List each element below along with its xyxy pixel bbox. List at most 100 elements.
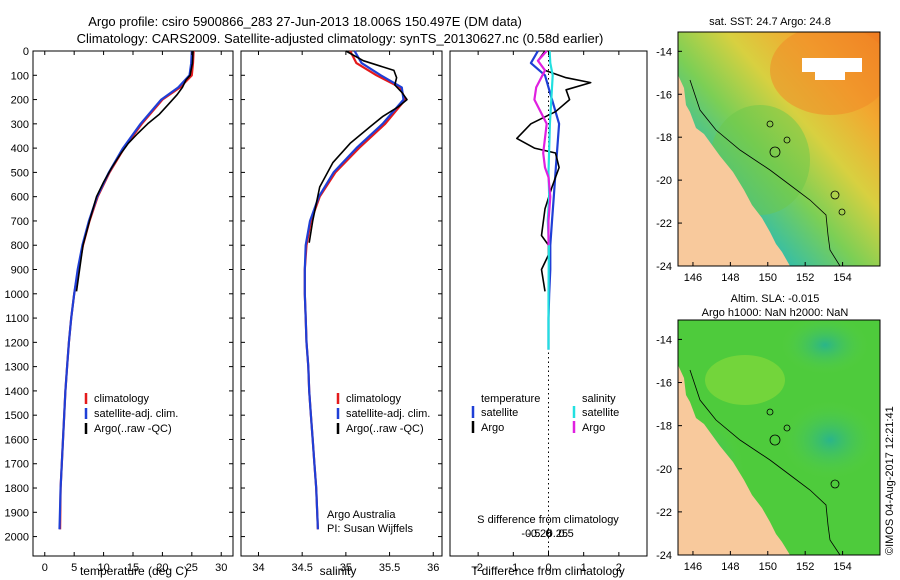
depth-tick-label: 300 [11,119,29,131]
difference-legend: temperature salinity satellite Argo sate… [471,393,619,434]
depth-tick-label: 900 [11,265,29,277]
depth-tick-label: 200 [11,95,29,107]
lon-tick-label: 154 [833,561,851,573]
series-line-argo-raw-qc- [75,50,194,292]
series-line-temperature-argo [515,50,592,292]
x-tick-label: 0 [545,562,551,574]
temperature-legend: climatology satellite-adj. clim. Argo(..… [84,393,178,435]
sst-map-frame [677,31,881,267]
x-tick-label: 35 [340,562,352,574]
lat-tick-label: -24 [656,261,672,273]
depth-tick-label: 1000 [5,289,29,301]
figure-title-line1: Argo profile: csiro 5900866_283 27-Jun-2… [88,14,522,29]
x-tick-label: 20 [156,562,168,574]
lat-tick-label: -14 [656,46,672,58]
salinity-x-axis-label: salinity [320,564,357,578]
credit-pi-name: PI: Susan Wijffels [327,523,413,535]
legend-salinity-heading: salinity [582,393,616,405]
s-difference-tick-label: -0.5 [521,528,540,540]
sst-reef-outline [769,146,781,158]
x-tick-label: 1 [581,562,587,574]
s-difference-tick-label: 0.25 [547,528,568,540]
depth-tick-label: 1100 [5,313,29,325]
x-tick-label: 30 [215,562,227,574]
imos-timestamp: ©IMOS 04-Aug-2017 12:21:41 [884,406,896,555]
depth-tick-label: 100 [11,70,29,82]
sla-reef-outline [769,434,781,446]
series-line-salinity-argo [533,50,552,246]
depth-tick-label: 1800 [5,483,29,495]
sla-map-title-line1: Altim. SLA: -0.015 [731,293,820,305]
x-tick-label: 35.5 [379,562,400,574]
sla-anomaly-blob [705,355,785,405]
figure-title-line2: Climatology: CARS2009. Satellite-adjuste… [77,31,604,46]
depth-tick-label: 1700 [5,459,29,471]
legend-temperature-heading: temperature [481,393,540,405]
lon-tick-label: 154 [833,272,851,284]
x-tick-label: 34 [252,562,264,574]
series-line-salinity-satellite [546,50,554,350]
x-tick-label: 5 [71,562,77,574]
x-tick-label: -2 [473,562,483,574]
lon-tick-label: 148 [721,561,739,573]
sla-map-title-line2: Argo h1000: NaN h2000: NaN [702,307,849,319]
legend-sal-argo-label: Argo [582,422,605,434]
x-tick-label: 34.5 [291,562,312,574]
sst-map-title: sat. SST: 24.7 Argo: 24.8 [709,16,831,28]
series-line-argo-raw-qc- [308,50,408,243]
sla-map-frame [677,319,881,556]
lat-tick-label: -18 [656,421,672,433]
lon-tick-label: 150 [759,272,777,284]
sla-anomaly-blob [780,320,870,375]
lat-tick-label: -16 [656,378,672,390]
lon-tick-label: 150 [759,561,777,573]
sla-map-panel: Altim. SLA: -0.015 Argo h1000: NaN h2000… [656,293,881,573]
lat-tick-label: -18 [656,132,672,144]
sst-reef-outline [838,208,846,216]
sla-reef-outline [830,479,840,489]
sla-reef-outline [783,424,791,432]
lon-tick-label: 146 [684,272,702,284]
x-tick-label: 2 [616,562,622,574]
salinity-difference-axis-label: S difference from climatology [477,514,619,526]
depth-tick-label: 0 [23,46,29,58]
lon-tick-label: 146 [684,561,702,573]
sla-anomaly-blob [780,400,880,480]
depth-tick-label: 1500 [5,410,29,422]
sst-reef-outline [766,120,774,128]
sst-map-panel: sat. SST: 24.7 Argo: 24.8 -14 -16 -18 -20 -2… [656,16,881,284]
depth-tick-label: 1200 [5,337,29,349]
depth-tick-label: 500 [11,167,29,179]
legend-climatology-label: climatology [94,393,150,405]
sst-200m-isobath [689,79,841,266]
legend-sal-satellite-label: satellite [582,407,619,419]
s-difference-tick-label: 0 [545,528,551,540]
sla-land-mass [678,365,790,555]
legend-temp-argo-label: Argo [481,422,504,434]
x-tick-label: -1 [508,562,518,574]
credit-argo-australia: Argo Australia [327,509,396,521]
lat-tick-label: -16 [656,89,672,101]
salinity-axes-frame [240,50,443,557]
depth-tick-label: 2000 [5,532,29,544]
sst-missing-data-mask [802,58,862,72]
salinity-legend: climatology satellite-adj. clim. Argo(..… [336,393,430,435]
legend-argo-label: Argo(..raw -QC) [94,423,172,435]
lon-tick-label: 148 [721,272,739,284]
depth-tick-label: 600 [11,192,29,204]
lon-tick-label: 152 [796,561,814,573]
depth-tick-label: 1300 [5,362,29,374]
lat-tick-label: -14 [656,334,672,346]
lat-tick-label: -20 [656,175,672,187]
temperature-difference-axis-label: T difference from climatology [471,564,625,578]
legend-satellite-label: satellite-adj. clim. [94,408,178,420]
temperature-x-axis-label: temperature (deg C) [80,564,188,578]
lat-tick-label: -20 [656,464,672,476]
depth-tick-label: 1400 [5,386,29,398]
temperature-axes-frame [32,50,234,557]
lat-tick-label: -24 [656,550,672,562]
salinity-profile-panel: 34 34.5 35 35.5 36 salinity climatology sate… [240,50,443,578]
sla-200m-isobath [689,369,841,555]
depth-tick-label: 1900 [5,507,29,519]
legend-temp-satellite-label: satellite [481,407,518,419]
